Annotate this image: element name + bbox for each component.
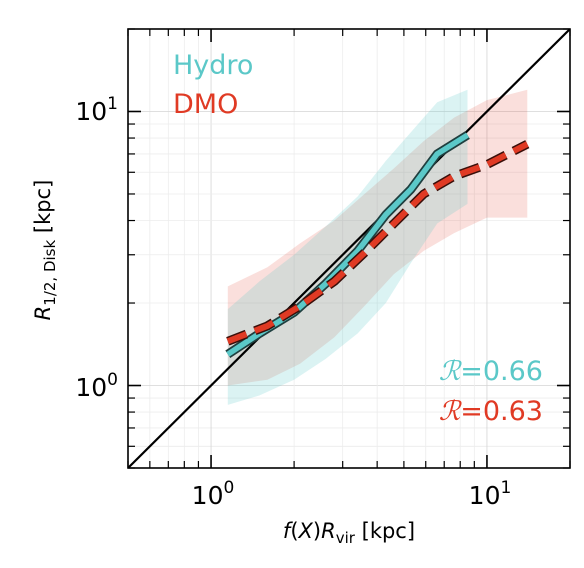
series-lines — [128, 29, 570, 468]
y-axis-label: R1/2, Disk [kpc] — [31, 180, 59, 321]
grid — [127, 28, 571, 469]
legend-dmo: DMO — [173, 89, 238, 120]
x-axis-label: f(X)Rvir [kpc] — [283, 519, 415, 547]
svg-text:100: 100 — [75, 370, 118, 402]
svg-text:101: 101 — [75, 94, 118, 126]
svg-text:101: 101 — [469, 478, 512, 510]
one-to-one-line — [128, 29, 570, 468]
svg-text:100: 100 — [192, 478, 235, 510]
y-tick-label-1: 100 — [75, 370, 118, 402]
correlation-hydro: ℛ=0.66 — [439, 356, 543, 387]
plot-frame — [127, 28, 571, 469]
legend-hydro: Hydro — [173, 50, 253, 81]
band-hydro — [227, 89, 468, 405]
axis-ticks — [127, 28, 571, 469]
correlation-dmo: ℛ=0.63 — [439, 396, 543, 427]
x-tick-label-1: 100 — [192, 478, 235, 510]
y-tick-label-10: 101 — [75, 94, 118, 126]
dmo-line — [226, 141, 529, 345]
x-tick-label-10: 101 — [469, 478, 512, 510]
